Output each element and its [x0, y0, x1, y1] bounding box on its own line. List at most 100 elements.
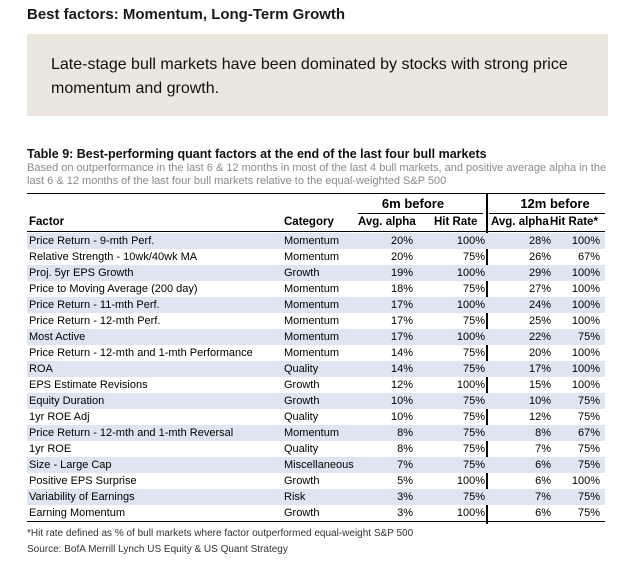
- cell-avg-alpha-12m: 6%: [535, 475, 551, 487]
- cell-hit-rate-6m: 75%: [462, 491, 485, 503]
- cell-hit-rate-12m: 100%: [571, 235, 600, 247]
- cell-avg-alpha-12m: 24%: [528, 299, 551, 311]
- cell-avg-alpha-12m: 12%: [528, 411, 551, 423]
- col-head-category: Category: [284, 216, 334, 228]
- table-bottom-rule: [27, 521, 605, 522]
- cell-avg-alpha-6m: 12%: [390, 379, 413, 391]
- cell-hit-rate-6m: 100%: [456, 331, 485, 343]
- cell-avg-alpha-6m: 10%: [390, 395, 413, 407]
- cell-avg-alpha-6m: 8%: [397, 427, 413, 439]
- cell-hit-rate-12m: 75%: [577, 491, 600, 503]
- cell-avg-alpha-12m: 6%: [535, 459, 551, 471]
- cell-factor: Price Return - 11-mth Perf.: [29, 299, 160, 311]
- cell-hit-rate-12m: 67%: [577, 251, 600, 263]
- callout-text: Late-stage bull markets have been domina…: [51, 56, 568, 97]
- table-row: 1yr ROE Adj Quality 10% 75% 12% 75%: [27, 409, 605, 425]
- table-row: EPS Estimate Revisions Growth 12% 100% 15% 10…: [27, 377, 605, 393]
- cell-hit-rate-12m: 100%: [571, 379, 600, 391]
- cell-hit-rate-12m: 100%: [571, 315, 600, 327]
- cell-hit-rate-6m: 100%: [456, 379, 485, 391]
- cell-avg-alpha-12m: 6%: [535, 507, 551, 519]
- cell-hit-rate-12m: 75%: [577, 507, 600, 519]
- table-row: Relative Strength - 10wk/40wk MA Momentum…: [27, 249, 605, 265]
- cell-hit-rate-6m: 75%: [462, 459, 485, 471]
- table-row: Most Active Momentum 17% 100% 22% 75%: [27, 329, 605, 345]
- table-row: ROA Quality 14% 75% 17% 100%: [27, 361, 605, 377]
- cell-factor: Earning Momentum: [29, 507, 125, 519]
- callout-box: Late-stage bull markets have been domina…: [27, 34, 608, 116]
- cell-hit-rate-6m: 75%: [462, 283, 485, 295]
- group-underline-6m: [358, 213, 483, 214]
- cell-category: Momentum: [284, 331, 340, 343]
- cell-category: Quality: [284, 443, 319, 455]
- period-separator: [486, 193, 488, 524]
- col-head-avg-alpha-12m: Avg. alpha: [491, 216, 549, 228]
- col-head-hit-rate-12m: Hit Rate*: [550, 216, 598, 228]
- cell-hit-rate-12m: 75%: [577, 411, 600, 423]
- table-row: Positive EPS Surprise Growth 5% 100% 6% 100%: [27, 473, 605, 489]
- cell-factor: Price to Moving Average (200 day): [29, 283, 198, 295]
- cell-avg-alpha-12m: 15%: [528, 379, 551, 391]
- cell-factor: Price Return - 9-mth Perf.: [29, 235, 155, 247]
- header-top-rule: [27, 193, 605, 194]
- table-row: Variability of Earnings Risk 3% 75% 7% 75%: [27, 489, 605, 505]
- table-row: Price Return - 11-mth Perf. Momentum 17% 10…: [27, 297, 605, 313]
- cell-hit-rate-12m: 100%: [571, 475, 600, 487]
- cell-avg-alpha-6m: 19%: [390, 267, 413, 279]
- footnote: *Hit rate defined as % of bull markets w…: [27, 528, 414, 539]
- group-underline-12m: [489, 213, 605, 214]
- table-row: Earning Momentum Growth 3% 100% 6% 75%: [27, 505, 605, 521]
- cell-factor: Price Return - 12-mth and 1-mth Performa…: [29, 347, 253, 359]
- cell-category: Momentum: [284, 315, 340, 327]
- header-bottom-rule: [27, 231, 605, 232]
- cell-avg-alpha-12m: 22%: [528, 331, 551, 343]
- cell-category: Momentum: [284, 283, 340, 295]
- table-title: Table 9: Best-performing quant factors a…: [27, 147, 487, 161]
- group-head-12m: 12m before: [520, 196, 590, 211]
- col-head-avg-alpha-6m: Avg. alpha: [358, 216, 416, 228]
- cell-avg-alpha-6m: 5%: [397, 475, 413, 487]
- cell-hit-rate-12m: 100%: [571, 299, 600, 311]
- table-subtitle: Based on outperformance in the last 6 & …: [27, 162, 607, 187]
- source-note: Source: BofA Merrill Lynch US Equity & U…: [27, 544, 288, 555]
- table-row: Size - Large Cap Miscellaneous 7% 75% 6% 75%: [27, 457, 605, 473]
- table-row: Price Return - 9-mth Perf. Momentum 20% 100…: [27, 233, 605, 249]
- cell-avg-alpha-6m: 3%: [397, 491, 413, 503]
- cell-factor: Variability of Earnings: [29, 491, 135, 503]
- cell-category: Growth: [284, 379, 320, 391]
- cell-hit-rate-12m: 100%: [571, 347, 600, 359]
- cell-avg-alpha-6m: 17%: [390, 315, 413, 327]
- cell-hit-rate-12m: 75%: [577, 331, 600, 343]
- cell-hit-rate-6m: 75%: [462, 251, 485, 263]
- cell-hit-rate-6m: 75%: [462, 427, 485, 439]
- cell-category: Momentum: [284, 427, 340, 439]
- cell-hit-rate-6m: 100%: [456, 267, 485, 279]
- cell-avg-alpha-6m: 3%: [397, 507, 413, 519]
- cell-factor: Price Return - 12-mth Perf.: [29, 315, 161, 327]
- cell-avg-alpha-6m: 17%: [390, 331, 413, 343]
- cell-factor: ROA: [29, 363, 53, 375]
- cell-factor: Most Active: [29, 331, 86, 343]
- cell-hit-rate-6m: 75%: [462, 443, 485, 455]
- cell-category: Momentum: [284, 251, 340, 263]
- cell-category: Growth: [284, 507, 320, 519]
- cell-category: Growth: [284, 267, 320, 279]
- cell-factor: Relative Strength - 10wk/40wk MA: [29, 251, 198, 263]
- page-title: Best factors: Momentum, Long-Term Growth: [27, 6, 346, 23]
- cell-hit-rate-6m: 100%: [456, 475, 485, 487]
- cell-avg-alpha-12m: 10%: [528, 395, 551, 407]
- cell-hit-rate-6m: 100%: [456, 507, 485, 519]
- factor-table-body: Price Return - 9-mth Perf. Momentum 20% 100…: [27, 233, 605, 521]
- cell-avg-alpha-12m: 28%: [528, 235, 551, 247]
- cell-factor: Size - Large Cap: [29, 459, 112, 471]
- cell-category: Growth: [284, 475, 320, 487]
- cell-avg-alpha-12m: 7%: [535, 491, 551, 503]
- table-row: 1yr ROE Quality 8% 75% 7% 75%: [27, 441, 605, 457]
- cell-avg-alpha-12m: 20%: [528, 347, 551, 359]
- cell-factor: Positive EPS Surprise: [29, 475, 137, 487]
- cell-category: Quality: [284, 411, 319, 423]
- cell-hit-rate-12m: 67%: [577, 427, 600, 439]
- cell-category: Growth: [284, 395, 320, 407]
- cell-hit-rate-6m: 100%: [456, 235, 485, 247]
- cell-category: Miscellaneous: [284, 459, 354, 471]
